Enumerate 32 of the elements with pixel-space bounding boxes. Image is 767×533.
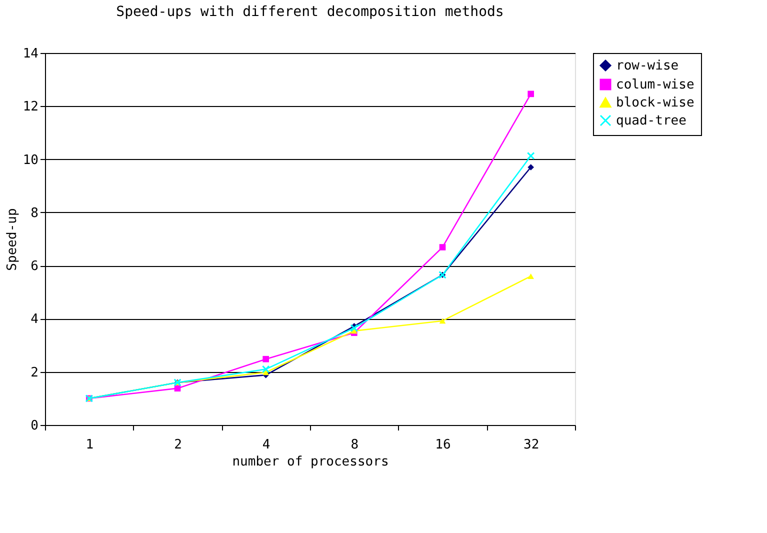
point	[528, 90, 534, 98]
x-tick-label: 1	[86, 438, 94, 452]
x-tick-label: 8	[350, 438, 359, 452]
x-tick-label: 4	[262, 438, 270, 452]
x-axis-title: number of processors	[232, 454, 389, 470]
legend-label: colum-wise	[616, 78, 694, 92]
point	[439, 318, 446, 324]
legend-label: quad-tree	[616, 114, 687, 128]
y-tick-label: 2	[30, 365, 38, 380]
y-tick-label: 4	[30, 312, 39, 328]
point	[528, 273, 534, 279]
y-tick-label: 6	[30, 259, 38, 274]
point	[528, 164, 534, 170]
y-tick-label: 14	[22, 46, 39, 62]
y-tick-label: 0	[30, 418, 38, 434]
point	[439, 244, 446, 250]
legend-label: row-wise	[616, 58, 679, 74]
x-tick-label: 16	[435, 438, 451, 452]
point	[174, 385, 181, 392]
x-tick-label: 32	[524, 438, 540, 452]
y-tick-label: 10	[22, 152, 38, 168]
chart-title: Speed-ups with different decomposition methods	[116, 4, 504, 20]
point	[262, 370, 269, 376]
point	[350, 324, 358, 332]
y-axis-title: Speed-up	[4, 208, 20, 271]
y-tick-label: 12	[22, 100, 38, 115]
point	[262, 356, 269, 362]
x-tick-label: 2	[174, 438, 182, 452]
legend-label: block-wise	[616, 96, 694, 110]
y-tick-label: 8	[30, 206, 38, 221]
point	[526, 152, 535, 160]
point	[262, 365, 270, 374]
